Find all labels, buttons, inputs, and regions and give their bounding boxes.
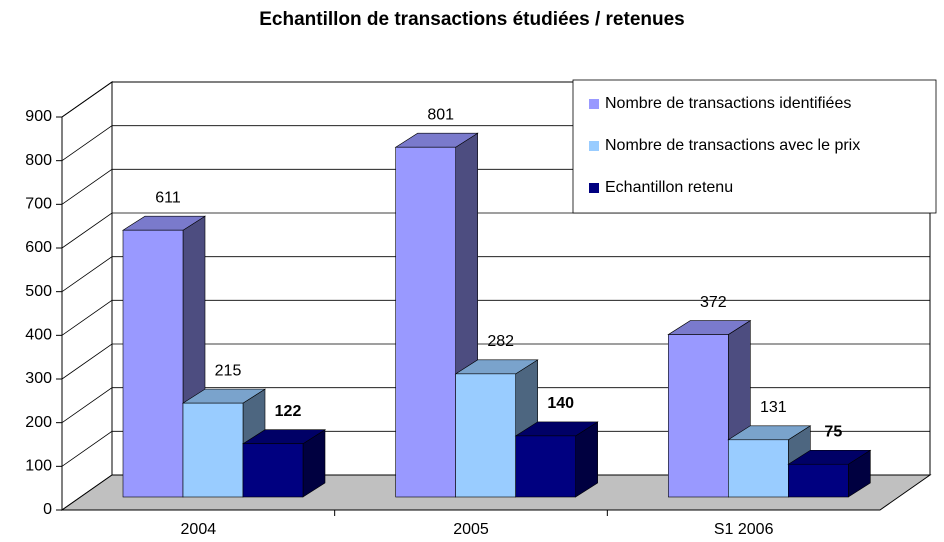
y-tick-label: 800 xyxy=(25,152,52,169)
y-tick-label: 200 xyxy=(25,414,52,431)
bar xyxy=(514,421,599,498)
data-label: 611 xyxy=(155,189,181,206)
bar-front xyxy=(182,402,244,498)
legend-swatch xyxy=(589,183,599,193)
y-tick-label: 500 xyxy=(25,283,52,300)
data-label: 801 xyxy=(427,106,454,123)
legend-label: Nombre de transactions avec le prix xyxy=(605,137,860,154)
grid-line xyxy=(61,430,930,467)
y-tick-label: 700 xyxy=(25,196,52,213)
data-label: 75 xyxy=(824,423,842,440)
bar-front xyxy=(728,439,789,498)
legend-swatch xyxy=(589,141,599,151)
bar-front xyxy=(455,373,516,498)
bar-front xyxy=(122,229,184,498)
x-tick-label: S1 2006 xyxy=(714,521,774,538)
data-label: 122 xyxy=(275,403,302,420)
bar-front xyxy=(788,463,849,498)
y-tick-label: 0 xyxy=(43,501,52,518)
data-label: 282 xyxy=(487,333,514,350)
bar xyxy=(121,215,207,498)
legend-swatch xyxy=(589,99,599,109)
legend-label: Nombre de transactions identifiées xyxy=(605,95,851,112)
y-tick-label: 300 xyxy=(25,370,52,387)
chart-title: Echantillon de transactions étudiées / r… xyxy=(259,9,685,30)
x-tick-label: 2004 xyxy=(181,521,217,538)
grid-line xyxy=(61,387,930,423)
grid-line xyxy=(61,343,930,380)
x-tick-label: 2005 xyxy=(453,521,489,538)
y-tick-label: 100 xyxy=(25,458,52,475)
bar-front xyxy=(242,443,304,498)
bar xyxy=(787,449,872,498)
data-label: 131 xyxy=(760,399,787,416)
legend xyxy=(572,79,937,214)
y-tick-label: 600 xyxy=(25,239,52,256)
bar-front xyxy=(515,435,576,498)
data-label: 372 xyxy=(700,294,727,311)
grid-line xyxy=(61,256,930,292)
legend-label: Echantillon retenu xyxy=(605,179,733,196)
side-wall xyxy=(61,81,113,511)
bar-front xyxy=(668,334,729,498)
bar xyxy=(241,429,327,498)
bar-front xyxy=(395,146,456,498)
y-tick-label: 900 xyxy=(25,108,52,125)
data-label: 215 xyxy=(215,362,242,379)
data-label: 140 xyxy=(547,395,574,412)
y-tick-label: 400 xyxy=(25,327,52,344)
grid-line xyxy=(61,299,930,336)
